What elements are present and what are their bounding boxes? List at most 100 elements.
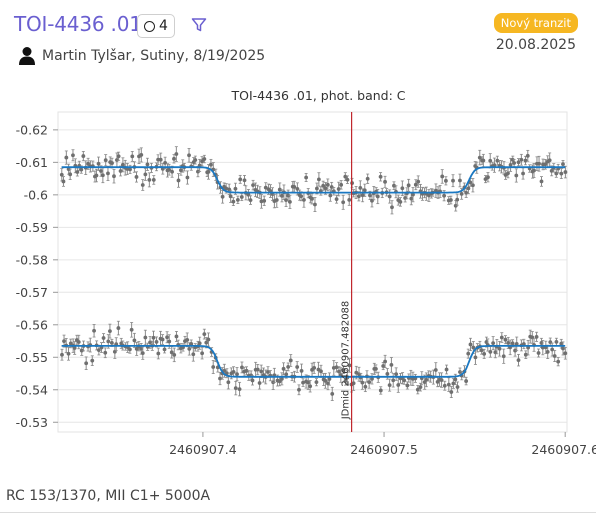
- observation-count-badge[interactable]: 4: [137, 14, 175, 38]
- data-point: [116, 326, 121, 330]
- data-point: [238, 177, 243, 182]
- data-point: [79, 348, 84, 353]
- data-point: [202, 332, 207, 336]
- data-point: [488, 350, 493, 354]
- data-point: [132, 338, 137, 343]
- data-point: [440, 174, 445, 179]
- data-point: [151, 178, 156, 182]
- data-point: [539, 179, 544, 184]
- data-point: [193, 158, 198, 162]
- data-point: [400, 186, 405, 191]
- data-point: [84, 361, 89, 366]
- data-point: [516, 160, 521, 165]
- data-point: [156, 351, 161, 356]
- data-point: [501, 354, 506, 359]
- data-point: [165, 335, 169, 340]
- data-point: [506, 341, 511, 345]
- data-point: [521, 171, 525, 176]
- data-point: [266, 370, 270, 374]
- data-point: [250, 378, 255, 383]
- data-point: [103, 350, 108, 355]
- data-point: [248, 198, 253, 203]
- data-point: [115, 158, 119, 162]
- data-point: [442, 383, 447, 388]
- data-point: [94, 173, 99, 178]
- data-point: [302, 198, 306, 202]
- data-point: [416, 179, 421, 184]
- data-point: [519, 157, 524, 162]
- data-point: [556, 359, 561, 364]
- data-point: [86, 161, 91, 166]
- data-point: [286, 193, 291, 198]
- data-point: [163, 160, 168, 165]
- y-tick-label: -0.62: [16, 122, 48, 137]
- y-tick-label: -0.61: [16, 155, 48, 170]
- data-point: [96, 161, 101, 166]
- data-point: [178, 168, 183, 173]
- model-curve: [61, 166, 566, 194]
- data-point: [451, 178, 455, 183]
- data-point: [325, 182, 330, 187]
- data-point: [345, 177, 350, 182]
- data-point: [402, 378, 407, 383]
- data-point: [140, 351, 145, 356]
- data-point: [466, 186, 471, 191]
- data-point: [314, 380, 319, 385]
- data-point: [521, 342, 526, 346]
- filter-icon[interactable]: [191, 17, 207, 33]
- data-point: [313, 202, 317, 207]
- data-point: [130, 154, 135, 159]
- data-point: [389, 362, 394, 367]
- data-point: [299, 194, 304, 199]
- data-point: [316, 177, 321, 182]
- data-point: [406, 183, 411, 188]
- data-point: [295, 365, 300, 369]
- data-point: [488, 158, 493, 163]
- data-point: [365, 176, 370, 181]
- data-point: [72, 346, 77, 350]
- observer-info: Martin Tylšar, Sutiny, 8/19/2025: [18, 46, 265, 66]
- data-point: [409, 196, 414, 201]
- data-point: [394, 372, 399, 377]
- data-point: [174, 152, 179, 156]
- data-point: [299, 368, 304, 373]
- data-point: [444, 178, 448, 183]
- data-point: [506, 171, 510, 176]
- data-point: [106, 339, 111, 344]
- data-point: [363, 384, 368, 389]
- data-point: [240, 365, 244, 370]
- data-point: [68, 172, 73, 177]
- data-point: [277, 187, 282, 192]
- data-point: [90, 358, 95, 363]
- data-point: [455, 197, 460, 202]
- data-point: [66, 351, 71, 356]
- data-point: [237, 387, 242, 392]
- data-point: [378, 174, 383, 179]
- data-point: [563, 170, 568, 174]
- target-title[interactable]: TOI-4436 .01: [14, 12, 142, 36]
- data-point: [561, 162, 565, 167]
- data-point: [321, 183, 326, 188]
- data-point: [211, 365, 216, 369]
- data-point: [525, 153, 530, 158]
- data-point: [537, 161, 541, 166]
- data-point: [101, 336, 106, 340]
- data-point: [191, 352, 196, 357]
- data-point: [514, 341, 519, 346]
- mid-transit-label: JDmid 2460907.482088: [341, 301, 352, 421]
- y-tick-label: -0.59: [16, 220, 48, 235]
- data-point: [459, 192, 464, 196]
- data-point: [323, 186, 328, 191]
- data-point: [330, 392, 335, 396]
- data-point: [118, 169, 123, 173]
- data-point: [415, 387, 420, 392]
- data-point: [378, 388, 383, 393]
- data-point: [92, 328, 96, 333]
- data-point: [339, 182, 344, 187]
- data-point: [413, 182, 418, 187]
- data-point: [427, 193, 431, 198]
- data-point: [292, 184, 297, 189]
- data-point: [391, 378, 396, 383]
- x-tick-label: 2460907.5: [350, 442, 418, 457]
- data-point: [418, 385, 423, 390]
